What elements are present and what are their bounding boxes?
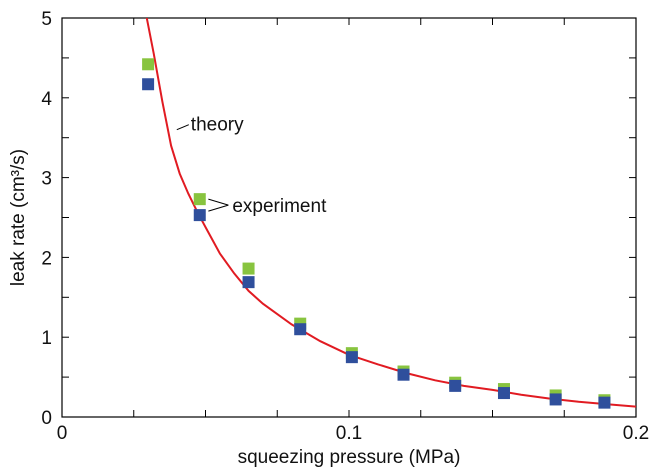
experiment-leader-line-0 (208, 198, 229, 206)
data-point-s2-3 (294, 323, 307, 336)
data-point-s2-5 (397, 368, 410, 381)
data-point-s2-6 (449, 379, 462, 392)
data-point-s2-1 (193, 209, 206, 222)
y-tick-label-2: 2 (41, 248, 52, 269)
x-tick-label-0: 0 (57, 423, 68, 444)
series-layer (142, 18, 636, 409)
x-axis-label: squeezing pressure (MPa) (238, 447, 461, 468)
y-tick-label-5: 5 (41, 9, 52, 30)
theory-leader-line (176, 124, 189, 131)
data-point-s1-2 (242, 262, 255, 275)
axis-tick-labels: 0 0.1 0.2 0 1 2 3 4 5 (41, 9, 649, 444)
y-tick-label-3: 3 (41, 169, 52, 190)
data-point-s2-0 (142, 78, 155, 91)
data-point-s1-1 (193, 193, 206, 206)
annotation-experiment: experiment (232, 196, 327, 217)
x-tick-label-1: 0.1 (336, 423, 362, 444)
y-tick-label-1: 1 (41, 328, 52, 349)
theory-curve (145, 18, 636, 408)
experiment-leader-line-1 (208, 204, 229, 212)
annotation-theory: theory (191, 115, 244, 136)
data-point-s2-8 (549, 393, 562, 406)
y-tick-label-0: 0 (41, 408, 52, 429)
annotation-layer (176, 124, 229, 212)
data-point-s2-4 (345, 351, 358, 364)
axis-ticks (61, 17, 637, 418)
data-point-s1-0 (142, 58, 155, 71)
data-point-s2-7 (497, 387, 510, 400)
y-tick-label-4: 4 (41, 89, 52, 110)
y-axis-label: leak rate (cm³/s) (8, 149, 29, 286)
data-point-s2-9 (598, 396, 611, 409)
x-tick-label-2: 0.2 (623, 423, 649, 444)
data-point-s2-2 (242, 276, 255, 289)
